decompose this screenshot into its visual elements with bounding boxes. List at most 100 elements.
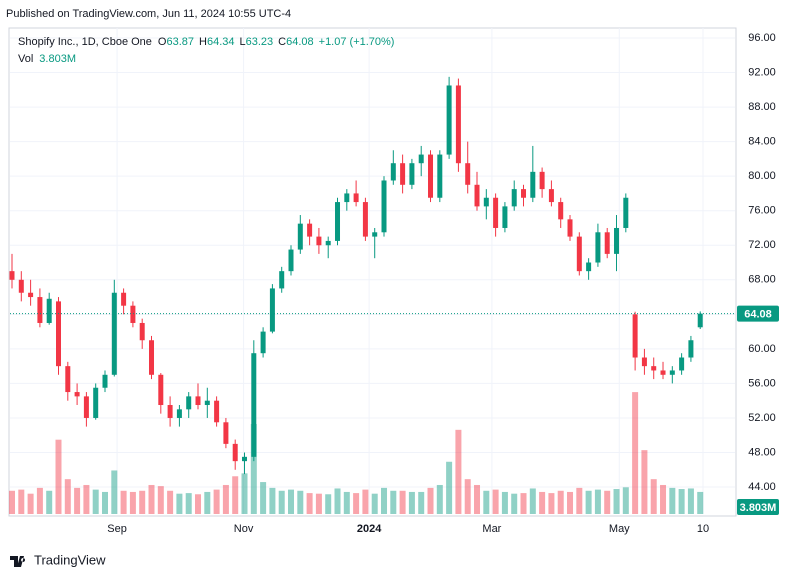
candle-body [390, 163, 396, 181]
candle-body [465, 163, 471, 185]
candle-body [139, 322, 145, 341]
candle-body [418, 154, 424, 164]
y-tick-label: 56.00 [748, 377, 776, 389]
volume-bar [232, 476, 239, 514]
x-tick-label: 2024 [357, 523, 382, 535]
candle-body [102, 374, 108, 388]
y-tick-label: 52.00 [748, 412, 776, 424]
candle-body [688, 340, 694, 358]
volume-bar [362, 489, 369, 514]
candle-body [372, 232, 378, 237]
x-tick-label: Mar [482, 523, 501, 535]
volume-bar [669, 487, 676, 514]
candle-body [511, 189, 517, 207]
candle-body [111, 292, 117, 375]
y-tick-label: 76.00 [748, 205, 776, 217]
ohlc-value: 64.34 [207, 36, 235, 48]
candle-body [409, 163, 415, 185]
symbol: Shopify Inc., 1D, Cboe One [18, 36, 152, 48]
volume-bar [418, 491, 425, 514]
candle-body [28, 292, 34, 298]
ohlc-value: 63.23 [246, 36, 274, 48]
y-tick-label: 84.00 [748, 136, 776, 148]
x-tick-label: 10 [697, 523, 709, 535]
volume-bar [306, 493, 313, 514]
candle-body [576, 236, 582, 272]
volume-bar [641, 450, 648, 514]
volume-bar [148, 484, 155, 514]
volume-bar [594, 489, 601, 514]
brand-logo [10, 556, 26, 567]
volume-bar [27, 493, 34, 514]
y-tick-label: 96.00 [748, 32, 776, 44]
ohlc-letter: L [240, 36, 246, 48]
candle-body [269, 288, 275, 332]
volume-bar [427, 487, 434, 514]
volume-bar [492, 489, 499, 514]
volume-bar [371, 493, 378, 514]
volume-bar [36, 487, 43, 514]
volume-tag [737, 499, 779, 515]
volume-bar [697, 491, 704, 514]
volume-bar [241, 473, 248, 514]
volume-bar [297, 490, 304, 514]
candle-body [186, 396, 192, 410]
candle-body [37, 297, 43, 323]
y-tick-label: 72.00 [748, 239, 776, 251]
volume-bar [195, 494, 202, 514]
candle-body [325, 240, 331, 246]
candle-body [344, 193, 350, 203]
y-tick-label: 60.00 [748, 343, 776, 355]
published-note: Published on TradingView.com, Jun 11, 20… [6, 8, 291, 20]
brand: TradingView [34, 552, 106, 567]
candle-body [530, 171, 536, 198]
volume-bar [501, 491, 508, 514]
volume-bar [446, 461, 453, 514]
volume-bar [353, 493, 360, 514]
volume-bar [604, 490, 611, 514]
candle-body [9, 271, 15, 280]
volume-bar [83, 484, 90, 514]
volume-title: Vol [18, 53, 33, 65]
volume-bar [18, 489, 25, 514]
volume-bar [176, 493, 183, 514]
volume-bar [120, 490, 127, 514]
candle-body [279, 271, 285, 289]
x-tick-label: Nov [234, 523, 254, 535]
volume-bar [250, 424, 257, 514]
candle-body [93, 387, 99, 418]
x-tick-label: May [609, 523, 630, 535]
volume-bar [650, 479, 657, 514]
volume-bar [678, 489, 685, 514]
candle-body [260, 331, 266, 354]
candle-body [149, 340, 155, 375]
candle-body [474, 184, 480, 207]
volume-bar [622, 487, 629, 514]
candle-body [483, 197, 489, 207]
volume-bar [92, 489, 99, 514]
volume-bar [436, 484, 443, 514]
candle-body [176, 409, 182, 418]
candle-body [158, 374, 164, 406]
volume-bar [8, 490, 15, 514]
y-tick-label: 92.00 [748, 66, 776, 78]
candle-body [660, 370, 666, 375]
volume-bar [585, 490, 592, 514]
candle-body [595, 232, 601, 263]
candle-body [121, 292, 127, 306]
candle-body [502, 206, 508, 228]
candle-body [251, 353, 257, 457]
volume-bar [157, 486, 164, 514]
volume-bar [325, 494, 332, 514]
candle-body [288, 249, 294, 272]
volume-bar [269, 487, 276, 514]
candle-body [493, 197, 499, 228]
candle-body [362, 202, 368, 237]
volume-bar [139, 490, 146, 514]
candle-body [679, 357, 685, 371]
volume-bar [278, 490, 285, 514]
volume-bar [55, 439, 62, 514]
volume-bar [687, 488, 694, 514]
